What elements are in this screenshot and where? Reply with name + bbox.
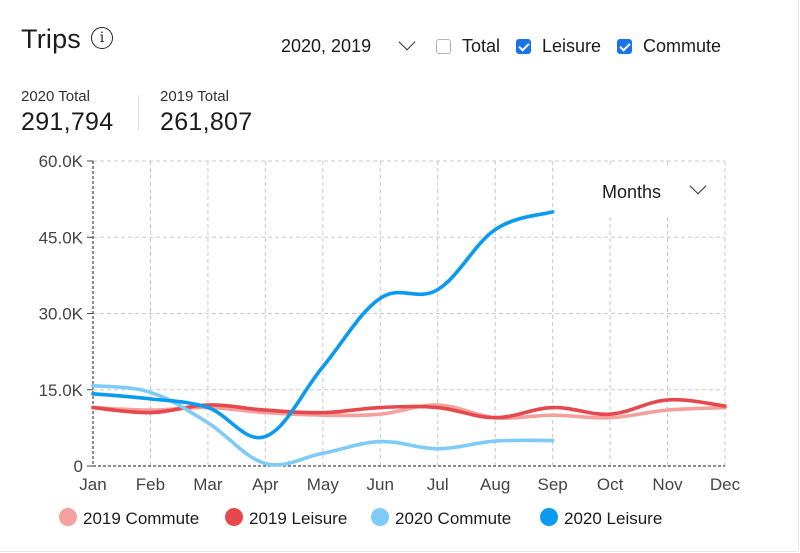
commute-checkbox-label[interactable]: Commute bbox=[643, 36, 722, 56]
x-tick-label: Oct bbox=[597, 475, 624, 494]
stat-divider bbox=[138, 95, 139, 131]
stat-2020-label: 2020 Total bbox=[21, 88, 90, 105]
x-tick-label: Mar bbox=[193, 475, 223, 494]
x-tick-label: Sep bbox=[538, 475, 568, 494]
legend-swatch bbox=[371, 508, 389, 526]
stat-2020-value: 291,794 bbox=[21, 108, 114, 136]
x-tick-label: Jan bbox=[79, 475, 106, 494]
x-tick-label: May bbox=[307, 475, 340, 494]
legend-swatch bbox=[225, 508, 243, 526]
leisure-checkbox[interactable] bbox=[516, 39, 531, 54]
card-title: Trips bbox=[21, 24, 81, 54]
months-select-box[interactable] bbox=[555, 165, 720, 215]
x-tick-label: Apr bbox=[252, 475, 279, 494]
legend-swatch bbox=[59, 508, 77, 526]
y-tick-label: 30.0K bbox=[39, 305, 84, 324]
x-tick-label: Jul bbox=[427, 475, 449, 494]
y-tick-label: 45.0K bbox=[39, 228, 84, 247]
stat-2019-label: 2019 Total bbox=[160, 88, 229, 105]
commute-checkbox[interactable] bbox=[617, 39, 632, 54]
info-icon[interactable]: i bbox=[91, 27, 113, 49]
x-tick-label: Aug bbox=[480, 475, 510, 494]
years-select[interactable]: 2020, 2019 bbox=[281, 36, 372, 56]
y-tick-label: 60.0K bbox=[39, 152, 84, 171]
x-tick-label: Feb bbox=[136, 475, 165, 494]
series-line bbox=[91, 210, 555, 440]
months-select[interactable]: Months bbox=[602, 182, 662, 202]
legend-label: 2020 Commute bbox=[395, 509, 512, 528]
series-line bbox=[91, 383, 555, 467]
x-tick-label: Jun bbox=[367, 475, 394, 494]
total-checkbox[interactable] bbox=[436, 39, 451, 54]
total-checkbox-label[interactable]: Total bbox=[462, 36, 501, 56]
y-tick-label: 0 bbox=[74, 457, 83, 476]
x-tick-label: Dec bbox=[710, 475, 741, 494]
y-tick-label: 15.0K bbox=[39, 381, 84, 400]
stat-2019-value: 261,807 bbox=[160, 108, 253, 136]
legend-label: 2019 Commute bbox=[83, 509, 200, 528]
leisure-checkbox-label[interactable]: Leisure bbox=[542, 36, 602, 56]
x-tick-label: Nov bbox=[652, 475, 683, 494]
legend-label: 2020 Leisure bbox=[564, 509, 663, 528]
legend-swatch bbox=[540, 508, 558, 526]
legend-label: 2019 Leisure bbox=[249, 509, 348, 528]
